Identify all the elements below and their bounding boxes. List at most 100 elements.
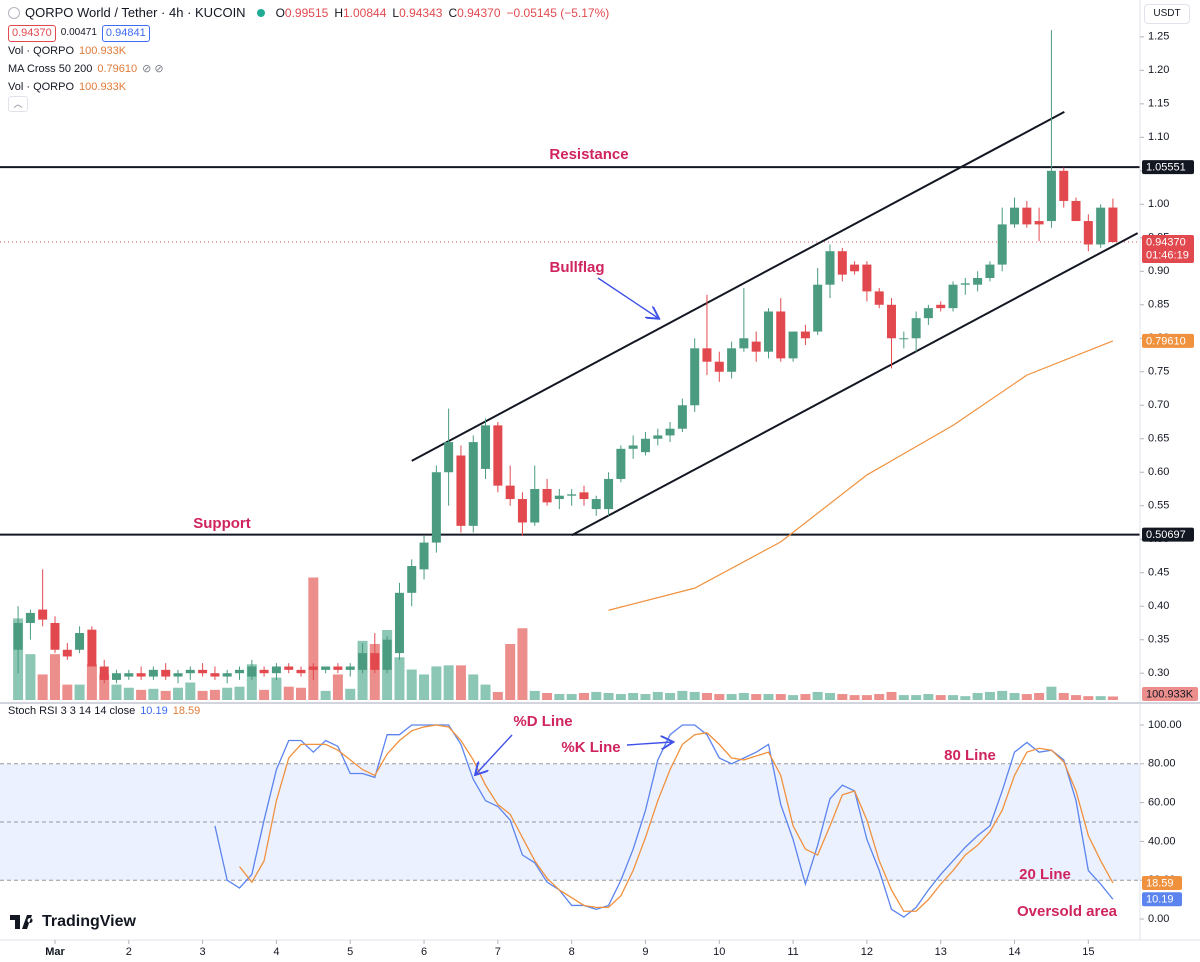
volume-bar: [517, 628, 528, 700]
volume-bar: [209, 689, 220, 700]
ohlc-value: 0.94343: [399, 6, 443, 20]
ohlc-value: 1.00844: [342, 6, 387, 20]
x-tick-label: 12: [861, 946, 873, 958]
candle-body: [788, 331, 798, 359]
y-tick-label: 0.30: [1148, 667, 1169, 679]
stoch-tag-text: 18.59: [1146, 877, 1174, 889]
volume-bar: [665, 693, 676, 700]
candle-body: [948, 284, 958, 309]
candle-body: [75, 633, 85, 650]
volume-bar: [874, 694, 885, 700]
volume-bar: [911, 695, 922, 700]
candle-body: [456, 455, 466, 526]
candle-body: [284, 666, 294, 670]
candle-body: [973, 277, 983, 285]
volume-bar: [1034, 693, 1045, 700]
collapse-button[interactable]: ︿: [8, 96, 28, 112]
ma-tag-bg: [1142, 333, 1194, 348]
candle-body: [173, 673, 183, 677]
volume-bar: [431, 666, 442, 700]
annotation: Oversold area: [1017, 903, 1118, 920]
candle-body: [985, 264, 995, 278]
candle-body: [554, 495, 564, 500]
candle-body: [764, 311, 774, 352]
candle-body: [1010, 207, 1020, 225]
volume-bar: [677, 690, 688, 700]
volume-bar: [775, 694, 786, 700]
volume-bar: [603, 693, 614, 700]
volume-bar: [800, 694, 811, 700]
y-tick-label: 0.90: [1148, 265, 1169, 277]
candle-body: [111, 673, 121, 680]
volume-bar: [185, 682, 196, 700]
candle-body: [690, 348, 700, 406]
stoch-tag-bg: [1142, 892, 1182, 907]
volume-bar: [984, 691, 995, 700]
annotations: Resistance Bullflag Support %D Line %K L…: [193, 146, 1117, 920]
candle-body: [148, 669, 158, 677]
candle-body: [800, 331, 810, 339]
candle-body: [653, 435, 663, 439]
y-tick-label: 60.00: [1148, 797, 1176, 809]
volume-bar: [345, 688, 356, 700]
indicator-icons[interactable]: ⊘ ⊘: [142, 63, 164, 75]
stoch-legend: Stoch RSI 3 3 14 14 close 10.19 18.59: [8, 705, 200, 717]
stoch-tag-text: 10.19: [1146, 894, 1174, 906]
candle-body: [259, 669, 269, 674]
volume-tag-bg: [1142, 687, 1198, 701]
x-tick-label: 6: [421, 946, 427, 958]
stoch-pane: [0, 724, 1140, 918]
candle-body: [382, 639, 392, 670]
volume-bar: [788, 695, 799, 700]
volume-bar: [160, 690, 171, 700]
stoch-tag: 10.19: [1142, 892, 1182, 907]
volume-bar: [898, 695, 909, 700]
y-tick-label: 1.00: [1148, 198, 1169, 210]
spread: 0.00471: [60, 27, 97, 38]
volume-bar: [320, 690, 331, 700]
symbol-title: QORPO World / Tether · 4h · KUCOIN: [25, 5, 246, 20]
volume-bar: [74, 684, 85, 700]
level-tag: 0.50697: [1142, 527, 1194, 542]
candle-body: [727, 348, 737, 372]
ohlc-value: 0.94370: [457, 6, 501, 20]
candle-body: [431, 472, 441, 543]
market-status: [256, 9, 265, 17]
candle-body: [886, 304, 896, 339]
volume-bar: [1046, 686, 1057, 700]
candle-body: [751, 341, 761, 352]
quote-row: 0.94370 0.00471 0.94841: [8, 24, 609, 42]
candle-body: [407, 566, 417, 593]
volume-bar: [492, 691, 503, 700]
candle-body: [1034, 221, 1044, 225]
x-tick-label: 4: [273, 946, 279, 958]
volume-bar: [419, 674, 430, 700]
volume-bar: [948, 695, 959, 700]
y-tick-label: 1.20: [1148, 64, 1169, 76]
y-tick-label: 40.00: [1148, 835, 1176, 847]
level-tag-bg: [1142, 160, 1194, 175]
indicator-name: Stoch RSI 3 3 14 14 close: [8, 705, 136, 717]
volume-bar: [259, 689, 270, 700]
candle-body: [850, 264, 860, 272]
candle-body: [394, 592, 404, 654]
volume-bar: [406, 669, 417, 700]
candle-body: [1046, 170, 1056, 222]
x-tick-label: 5: [347, 946, 353, 958]
volume-bar: [628, 693, 639, 700]
indicator-row: Vol · QORPO 100.933K: [8, 42, 609, 60]
bid-box[interactable]: 0.94370: [8, 24, 56, 42]
candle-body: [222, 673, 232, 677]
ohlc-item: −0.05145 (−5.17%): [507, 4, 610, 22]
x-tick-label: 3: [200, 946, 206, 958]
moving-average: [608, 340, 1114, 611]
currency-button[interactable]: USDT: [1144, 4, 1190, 24]
y-tick-label: 100.00: [1148, 719, 1182, 731]
volume-tag: 100.933K: [1142, 687, 1198, 701]
candle-body: [493, 425, 503, 486]
y-tick-label: 80.00: [1148, 758, 1176, 770]
ask-box[interactable]: 0.94841: [101, 24, 150, 42]
candle-body: [505, 485, 515, 500]
volume-bar: [1083, 696, 1094, 700]
